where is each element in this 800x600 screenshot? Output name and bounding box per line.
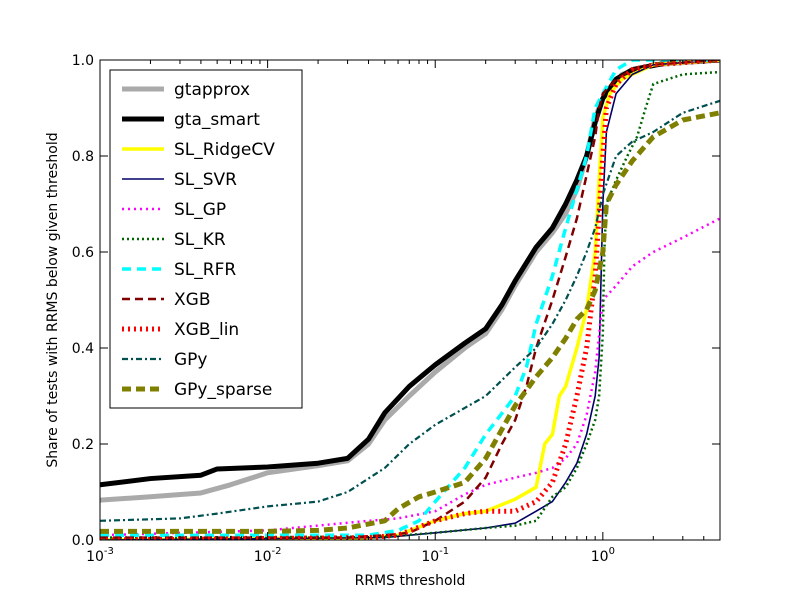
legend-label: GPy_sparse [174,380,272,400]
series-line-gpy-sparse [100,110,720,534]
legend-label: gta_smart [174,110,260,130]
legend-label: XGB_lin [174,320,239,340]
x-axis: 10-3 10-2 10-1 100 [86,60,721,565]
y-axis: 0.0 0.2 0.4 0.6 0.8 1.0 [72,53,720,549]
y-tick-label: 0.8 [72,149,94,165]
x-tick-label: 10-1 [421,546,449,565]
y-tick-label: 0.6 [72,245,94,261]
plot-frame [99,59,721,541]
y-tick-label: 0.0 [72,533,94,549]
x-tick-label: 10-3 [86,546,114,565]
legend-label: XGB [174,290,210,310]
y-tick-label: 0.4 [72,341,94,357]
plot-area [100,60,720,540]
legend-label: SL_SVR [174,170,237,190]
series-line-sl-rfr [100,60,720,537]
legend-label: SL_RFR [174,260,236,280]
series-line-gpy [100,99,720,522]
legend-label: gtapprox [174,80,250,100]
series-line-sl-svr [100,60,720,540]
legend: gtapprox gta_smart SL_RidgeCV SL_SVR SL_GP SL… [109,69,303,409]
series-line-sl-gp [100,217,720,537]
y-tick-label: 1.0 [72,53,94,69]
legend-label: GPy [174,350,208,370]
y-tick-label: 0.2 [72,437,94,453]
x-tick-label: 100 [591,546,615,565]
x-tick-label: 10-2 [254,546,282,565]
series-line-sl-kr [100,70,720,539]
x-axis-label: RRMS threshold [355,573,466,589]
legend-label: SL_RidgeCV [174,140,275,160]
legend-label: SL_KR [174,230,226,250]
y-axis-label: Share of tests with RRMS below given thr… [45,132,61,467]
legend-label: SL_GP [174,200,226,220]
